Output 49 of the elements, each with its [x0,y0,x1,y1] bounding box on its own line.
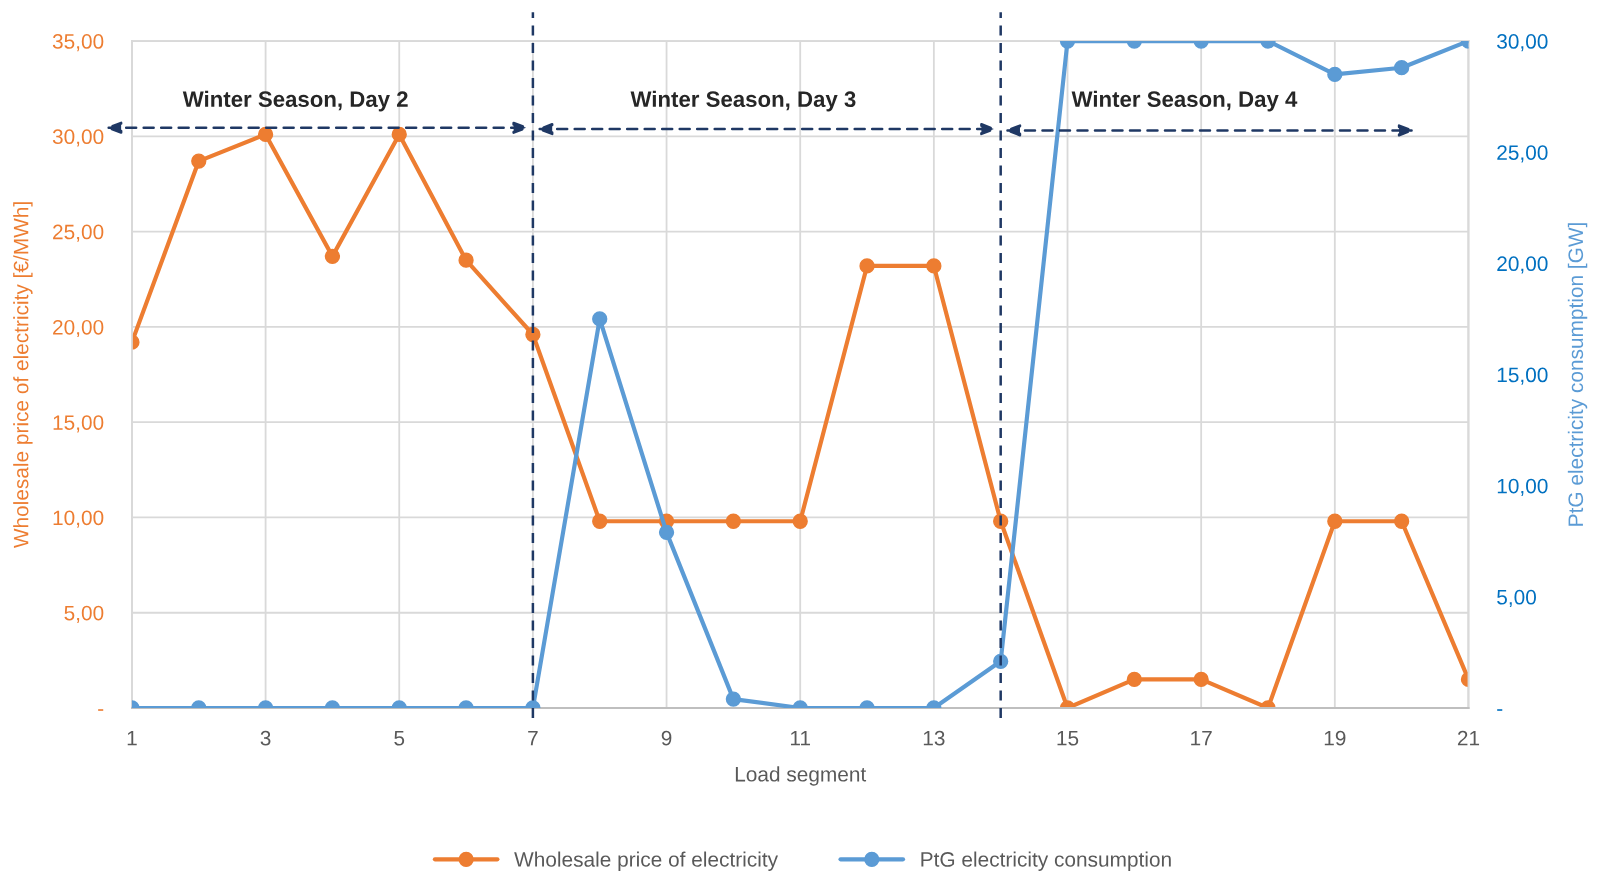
x-tick-label: 19 [1324,730,1346,746]
point [725,513,742,529]
point [592,513,608,529]
y2-axis-title: PtG electricity consumption [GW] [1567,223,1588,526]
y2-tick-label: 20,00 [1497,256,1548,274]
y-tick-label: 25,00 [53,224,104,242]
y2-tick-label: 25,00 [1497,145,1548,163]
point [1193,671,1209,688]
y-tick-label: 35,00 [52,34,104,52]
x-tick-label: 3 [260,730,271,746]
point [1327,513,1343,529]
point [525,326,541,343]
y2-tick-label: - [1497,709,1503,711]
y2-tick-label: 10,00 [1497,478,1548,496]
y2-tick-label: 15,00 [1497,367,1548,385]
x-tick-label: 21 [1457,730,1480,746]
y-tick-label: 5,00 [64,605,104,623]
x-tick-label: 5 [394,730,405,746]
point [391,126,407,143]
y-tick-label: - [98,709,104,711]
point [859,258,875,274]
annotation: Winter Season, Day 2 [182,90,408,112]
legend-label: PtG electricity consumption [921,851,1171,871]
y-tick-label: 10,00 [53,510,104,528]
x-tick-label: 9 [661,730,672,746]
x-axis-title: Load segment [735,766,867,786]
point [1394,513,1410,529]
y2-tick-label: 5,00 [1497,589,1536,608]
x-tick-label: 15 [1057,730,1079,746]
point [926,258,942,274]
point [792,513,808,529]
x-tick-label: 11 [790,730,811,746]
point [324,248,341,265]
x-tick-label: 13 [923,730,945,746]
point [458,252,474,268]
annotation: Winter Season, Day 3 [630,90,856,112]
annotation: Winter Season, Day 4 [1071,90,1298,112]
y-tick-label: 30,00 [52,129,104,147]
y-tick-label: 15,00 [53,415,104,433]
x-tick-label: 1 [127,730,137,746]
x-tick-label: 7 [528,730,538,746]
y2-tick-label: 30,00 [1497,34,1548,52]
point [1126,671,1142,688]
y-tick-label: 20,00 [53,319,104,338]
x-tick-label: 17 [1191,730,1212,746]
y-axis-title: Wholesale price of electricity [€/MWh] [13,202,33,549]
point [257,126,274,143]
point [191,153,207,169]
legend-label: Wholesale price of electricity [514,851,779,871]
